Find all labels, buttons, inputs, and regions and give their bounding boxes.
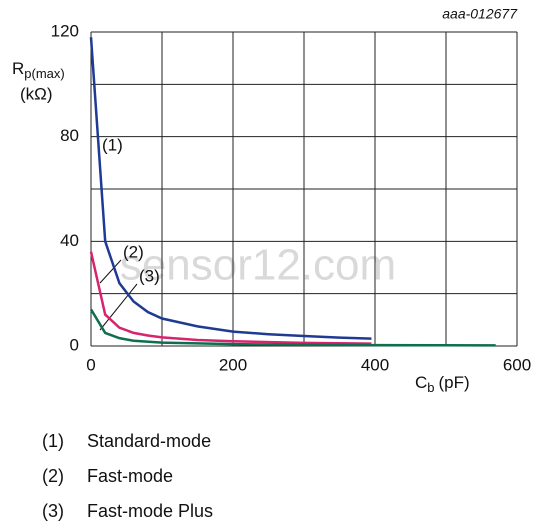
x-label-sub: b bbox=[427, 380, 434, 395]
legend-label: Fast-mode Plus bbox=[87, 501, 213, 521]
legend-label: Fast-mode bbox=[87, 466, 173, 486]
y-tick-label: 80 bbox=[60, 126, 79, 145]
legend-label: Standard-mode bbox=[87, 431, 211, 451]
x-tick-label: 200 bbox=[219, 355, 247, 374]
line-series bbox=[89, 37, 372, 340]
x-label-main: C bbox=[415, 373, 427, 392]
leader-line bbox=[99, 259, 122, 284]
line-series bbox=[89, 308, 496, 347]
watermark: sensor12.com bbox=[120, 241, 396, 290]
legend-number: (2) bbox=[42, 466, 64, 486]
leader-line bbox=[99, 283, 138, 331]
x-axis-label: Cb (pF) bbox=[415, 373, 470, 395]
legend-number: (3) bbox=[42, 501, 64, 521]
line-series bbox=[89, 251, 372, 345]
y-label-main: R bbox=[12, 59, 24, 78]
legend-number: (1) bbox=[42, 431, 64, 451]
figure-code: aaa-012677 bbox=[442, 6, 518, 22]
y-tick-label: 40 bbox=[60, 231, 79, 250]
x-tick-label: 400 bbox=[361, 355, 389, 374]
curve-annotation: (3) bbox=[139, 266, 160, 285]
curve-annotation: (1) bbox=[102, 135, 123, 154]
y-tick-label: 0 bbox=[70, 335, 79, 354]
x-label-unit: (pF) bbox=[439, 373, 470, 392]
y-axis-label: Rp(max) bbox=[12, 59, 65, 81]
y-axis-unit: (kΩ) bbox=[20, 84, 53, 103]
y-label-sub: p(max) bbox=[24, 66, 64, 81]
x-tick-label: 0 bbox=[86, 355, 95, 374]
x-tick-label: 600 bbox=[503, 355, 531, 374]
curve-annotation: (2) bbox=[123, 242, 144, 261]
y-tick-label: 120 bbox=[51, 21, 79, 40]
